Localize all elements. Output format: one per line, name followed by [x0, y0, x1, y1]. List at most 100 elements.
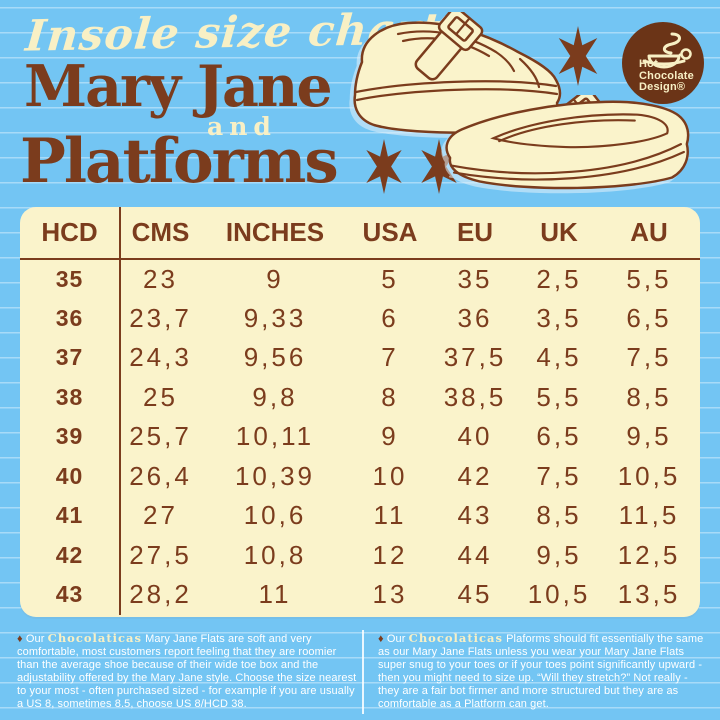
size-value-cell: 24,3: [129, 342, 192, 373]
size-value-cell: 7,5: [626, 342, 672, 373]
size-value-cell: 10,5: [527, 579, 591, 610]
size-value-cell: 7,5: [536, 460, 582, 491]
size-value-cell: 9,33: [243, 302, 307, 333]
table-row: 35 23 9 5 35 2,5 5,5: [20, 259, 700, 299]
size-value-cell: 10,6: [243, 500, 307, 531]
size-chart-panel: HCD CMS INCHES USA EU UK AU 35 23 9 5 35 2,5 5,5 36 23…: [20, 207, 700, 617]
size-value-cell: 6: [381, 302, 399, 333]
size-value-cell: 36: [457, 302, 493, 333]
size-value-cell: 9,56: [243, 342, 307, 373]
brand-logo: Hot Chocolate Design®: [622, 22, 704, 104]
size-value-cell: 44: [457, 539, 493, 570]
footnote-divider: [362, 630, 364, 714]
size-table-body: 35 23 9 5 35 2,5 5,5 36 23,7 9,33 6 36 3,5 6,5 37 24,3 9…: [20, 259, 700, 615]
size-value-cell: 2,5: [536, 263, 582, 294]
size-value-cell: 4,5: [536, 342, 582, 373]
size-value-cell: 25: [143, 381, 178, 412]
brand-logo-text: Hot Chocolate Design®: [639, 58, 694, 93]
star-icon: [556, 26, 600, 86]
size-value-cell: 27,5: [129, 539, 192, 570]
table-row: 38 25 9,8 8 38,5 5,5 8,5: [20, 377, 700, 417]
page-title-and: and: [207, 112, 277, 141]
footnote-mary-jane: ♦ Our Chocolaticas Mary Jane Flats are s…: [17, 632, 357, 711]
footnote-platforms: ♦ Our Chocolaticas Plaforms should fit e…: [378, 632, 708, 711]
size-chart-table: HCD CMS INCHES USA EU UK AU 35 23 9 5 35 2,5 5,5 36 23…: [20, 207, 700, 615]
size-value-cell: 8: [381, 381, 399, 412]
column-header: USA: [350, 207, 430, 260]
cup-icon: [642, 32, 692, 69]
size-value-cell: 23,7: [129, 302, 192, 333]
size-value-cell: 26,4: [129, 460, 192, 491]
footnote-prefix: Our: [386, 633, 406, 645]
size-value-cell: 9: [381, 421, 399, 452]
size-value-cell: 35: [457, 263, 493, 294]
hcd-size-cell: 36: [20, 298, 121, 338]
size-value-cell: 11: [258, 579, 292, 610]
page-title-mary-jane: Mary Jane: [24, 53, 333, 120]
hcd-size-cell: 43: [20, 575, 121, 615]
mary-jane-shoe-icon: [346, 12, 566, 138]
hcd-size-cell: 40: [20, 456, 121, 496]
size-value-cell: 10,5: [617, 460, 681, 491]
size-value-cell: 37,5: [443, 342, 507, 373]
table-row: 39 25,7 10,11 9 40 6,5 9,5: [20, 417, 700, 457]
mary-jane-shoe-icon: [436, 95, 696, 205]
size-value-cell: 25,7: [129, 421, 192, 452]
size-value-cell: 42: [457, 460, 493, 491]
hcd-size-cell: 41: [20, 496, 121, 536]
table-row: 37 24,3 9,56 7 37,5 4,5 7,5: [20, 338, 700, 378]
size-value-cell: 38,5: [443, 381, 507, 412]
size-value-cell: 45: [457, 579, 493, 610]
diamond-icon: ♦: [17, 633, 23, 645]
size-value-cell: 13: [372, 579, 408, 610]
column-header: AU: [598, 207, 700, 260]
column-header: INCHES: [200, 207, 350, 260]
hcd-size-cell: 37: [20, 338, 121, 378]
size-value-cell: 28,2: [129, 579, 192, 610]
size-value-cell: 10: [372, 460, 408, 491]
table-row: 41 27 10,6 11 43 8,5 11,5: [20, 496, 700, 536]
size-value-cell: 3,5: [536, 302, 582, 333]
size-value-cell: 10,8: [243, 539, 307, 570]
table-row: 40 26,4 10,39 10 42 7,5 10,5: [20, 456, 700, 496]
size-value-cell: 5,5: [626, 263, 672, 294]
footnote-text: Plaforms should fit essentially the same…: [378, 633, 704, 710]
footnote-prefix: Our: [25, 633, 45, 645]
size-value-cell: 9,5: [536, 539, 582, 570]
size-value-cell: 10,11: [235, 421, 315, 452]
size-value-cell: 5,5: [536, 381, 582, 412]
hcd-size-cell: 39: [20, 417, 121, 457]
size-value-cell: 6,5: [536, 421, 582, 452]
star-icon: [419, 139, 459, 194]
brand-word: Chocolaticas: [408, 631, 503, 645]
column-header: CMS: [120, 207, 200, 260]
star-icon: [364, 139, 404, 194]
size-value-cell: 9,5: [626, 421, 672, 452]
size-value-cell: 27: [143, 500, 178, 531]
size-value-cell: 11: [373, 500, 407, 531]
size-value-cell: 13,5: [617, 579, 681, 610]
size-value-cell: 9: [266, 263, 284, 294]
column-header: EU: [430, 207, 520, 260]
table-row: 36 23,7 9,33 6 36 3,5 6,5: [20, 298, 700, 338]
size-value-cell: 43: [457, 500, 493, 531]
size-value-cell: 10,39: [234, 460, 316, 491]
hcd-size-cell: 38: [20, 377, 121, 417]
size-value-cell: 40: [457, 421, 493, 452]
table-row: 42 27,5 10,8 12 44 9,5 12,5: [20, 535, 700, 575]
table-row: 43 28,2 11 13 45 10,5 13,5: [20, 575, 700, 615]
table-header-row: HCD CMS INCHES USA EU UK AU: [20, 207, 700, 260]
page-title-platforms: Platforms: [20, 126, 339, 197]
size-value-cell: 5: [381, 263, 399, 294]
size-value-cell: 6,5: [626, 302, 672, 333]
hcd-size-cell: 35: [20, 259, 121, 299]
size-value-cell: 12,5: [617, 539, 681, 570]
size-value-cell: 8,5: [626, 381, 672, 412]
size-value-cell: 9,8: [252, 381, 298, 412]
size-value-cell: 7: [381, 342, 399, 373]
size-value-cell: 11,5: [618, 500, 680, 531]
diamond-icon: ♦: [378, 633, 384, 645]
column-header: HCD: [20, 207, 121, 260]
hcd-size-cell: 42: [20, 535, 121, 575]
